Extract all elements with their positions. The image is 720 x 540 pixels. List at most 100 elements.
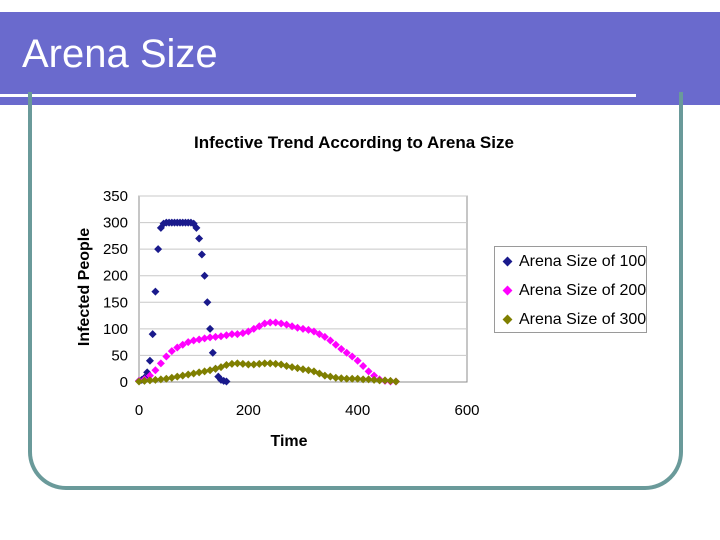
data-point-series-2 (200, 334, 209, 343)
data-point-series-2 (353, 356, 362, 365)
y-tick-label: 100 (103, 321, 128, 338)
data-point-series-1 (222, 377, 231, 386)
data-point-series-3 (222, 360, 231, 369)
data-point-series-3 (244, 360, 253, 369)
data-point-series-1 (197, 250, 206, 259)
legend-label-series-3: Arena Size of 300 (519, 311, 647, 328)
data-point-series-2 (309, 327, 318, 336)
data-point-series-3 (375, 376, 384, 385)
data-point-series-2 (348, 352, 357, 361)
data-point-series-3 (184, 370, 193, 379)
data-point-series-2 (227, 330, 236, 339)
y-tick-label: 200 (103, 268, 128, 285)
data-point-series-2 (299, 324, 307, 333)
data-point-series-3 (271, 359, 280, 368)
data-point-series-1 (208, 348, 217, 357)
data-point-series-3 (370, 375, 379, 384)
title-underline (0, 94, 636, 97)
data-point-series-2 (370, 371, 379, 380)
x-tick-label: 200 (236, 402, 261, 419)
data-point-series-3 (331, 373, 340, 382)
data-point-series-1 (206, 324, 215, 333)
x-tick-label: 400 (345, 402, 370, 419)
data-point-series-3 (353, 374, 362, 383)
data-point-series-3 (233, 359, 242, 368)
data-point-series-2 (293, 323, 302, 332)
data-point-series-3 (381, 376, 389, 385)
data-point-series-2 (255, 322, 264, 331)
data-point-series-2 (195, 335, 204, 344)
chart-legend: Arena Size of 100 Arena Size of 200 Aren… (494, 246, 647, 333)
data-point-series-3 (145, 376, 154, 385)
data-point-series-2 (342, 348, 351, 357)
y-tick-label: 150 (103, 294, 128, 311)
data-point-series-3 (140, 376, 149, 385)
data-point-series-3 (299, 365, 307, 374)
data-point-series-3 (326, 372, 335, 381)
data-point-series-3 (359, 375, 368, 384)
data-point-series-1 (200, 271, 209, 280)
data-point-series-1 (154, 245, 163, 254)
legend-marker-series-1 (502, 256, 513, 267)
data-point-series-2 (178, 340, 187, 349)
x-tick-label: 600 (454, 402, 479, 419)
data-point-series-3 (320, 371, 329, 380)
data-point-series-3 (189, 369, 198, 378)
data-point-series-1 (192, 223, 201, 232)
data-point-series-2 (145, 371, 154, 380)
data-point-series-2 (211, 332, 220, 341)
data-point-series-3 (337, 374, 346, 383)
y-tick-label: 300 (103, 215, 128, 232)
data-point-series-3 (178, 371, 187, 380)
data-point-series-1 (145, 356, 154, 365)
y-tick-label: 50 (111, 347, 128, 364)
y-tick-label: 250 (103, 241, 128, 258)
data-point-series-2 (364, 367, 373, 376)
data-point-series-2 (167, 347, 176, 356)
data-point-series-2 (222, 331, 231, 340)
legend-label-series-1: Arena Size of 100 (519, 253, 647, 270)
content-frame (28, 92, 683, 490)
data-point-series-3 (266, 359, 275, 368)
legend-item-series-1: Arena Size of 100 (501, 252, 646, 272)
data-point-series-2 (320, 332, 329, 341)
data-point-series-1 (195, 234, 204, 243)
data-point-series-1 (151, 287, 160, 296)
chart-title: Infective Trend According to Arena Size (194, 133, 514, 152)
data-point-series-3 (293, 364, 302, 373)
y-tick-label: 350 (103, 188, 128, 205)
data-point-series-2 (244, 327, 253, 336)
data-point-series-3 (238, 359, 247, 368)
data-point-series-3 (249, 360, 258, 369)
slide-title: Arena Size (22, 32, 218, 76)
data-point-series-3 (162, 374, 171, 383)
legend-marker-series-2 (502, 285, 513, 296)
data-point-series-3 (391, 377, 400, 386)
data-point-series-1 (203, 298, 212, 307)
slide-title-bar (0, 12, 720, 105)
data-point-series-3 (195, 368, 204, 377)
data-point-series-3 (364, 375, 373, 384)
data-point-series-2 (217, 332, 225, 341)
data-point-series-2 (206, 333, 215, 342)
legend-label-series-2: Arena Size of 200 (519, 282, 647, 299)
y-axis-label: Infected People (76, 228, 93, 346)
data-point-series-3 (227, 359, 236, 368)
data-point-series-3 (167, 373, 176, 382)
data-point-series-3 (200, 367, 209, 376)
data-point-series-2 (331, 340, 340, 349)
data-point-series-3 (282, 362, 291, 371)
y-tick-label: 0 (120, 374, 128, 391)
data-point-series-2 (162, 352, 171, 361)
data-point-series-2 (359, 362, 368, 371)
data-point-series-3 (386, 376, 395, 385)
legend-item-series-2: Arena Size of 200 (501, 281, 646, 301)
data-point-series-2 (315, 330, 324, 339)
data-point-series-2 (326, 336, 335, 345)
data-point-series-3 (348, 374, 357, 383)
data-point-series-3 (288, 363, 297, 372)
data-point-series-2 (189, 336, 198, 345)
x-axis-label: Time (270, 433, 307, 450)
data-point-series-2 (173, 343, 182, 352)
